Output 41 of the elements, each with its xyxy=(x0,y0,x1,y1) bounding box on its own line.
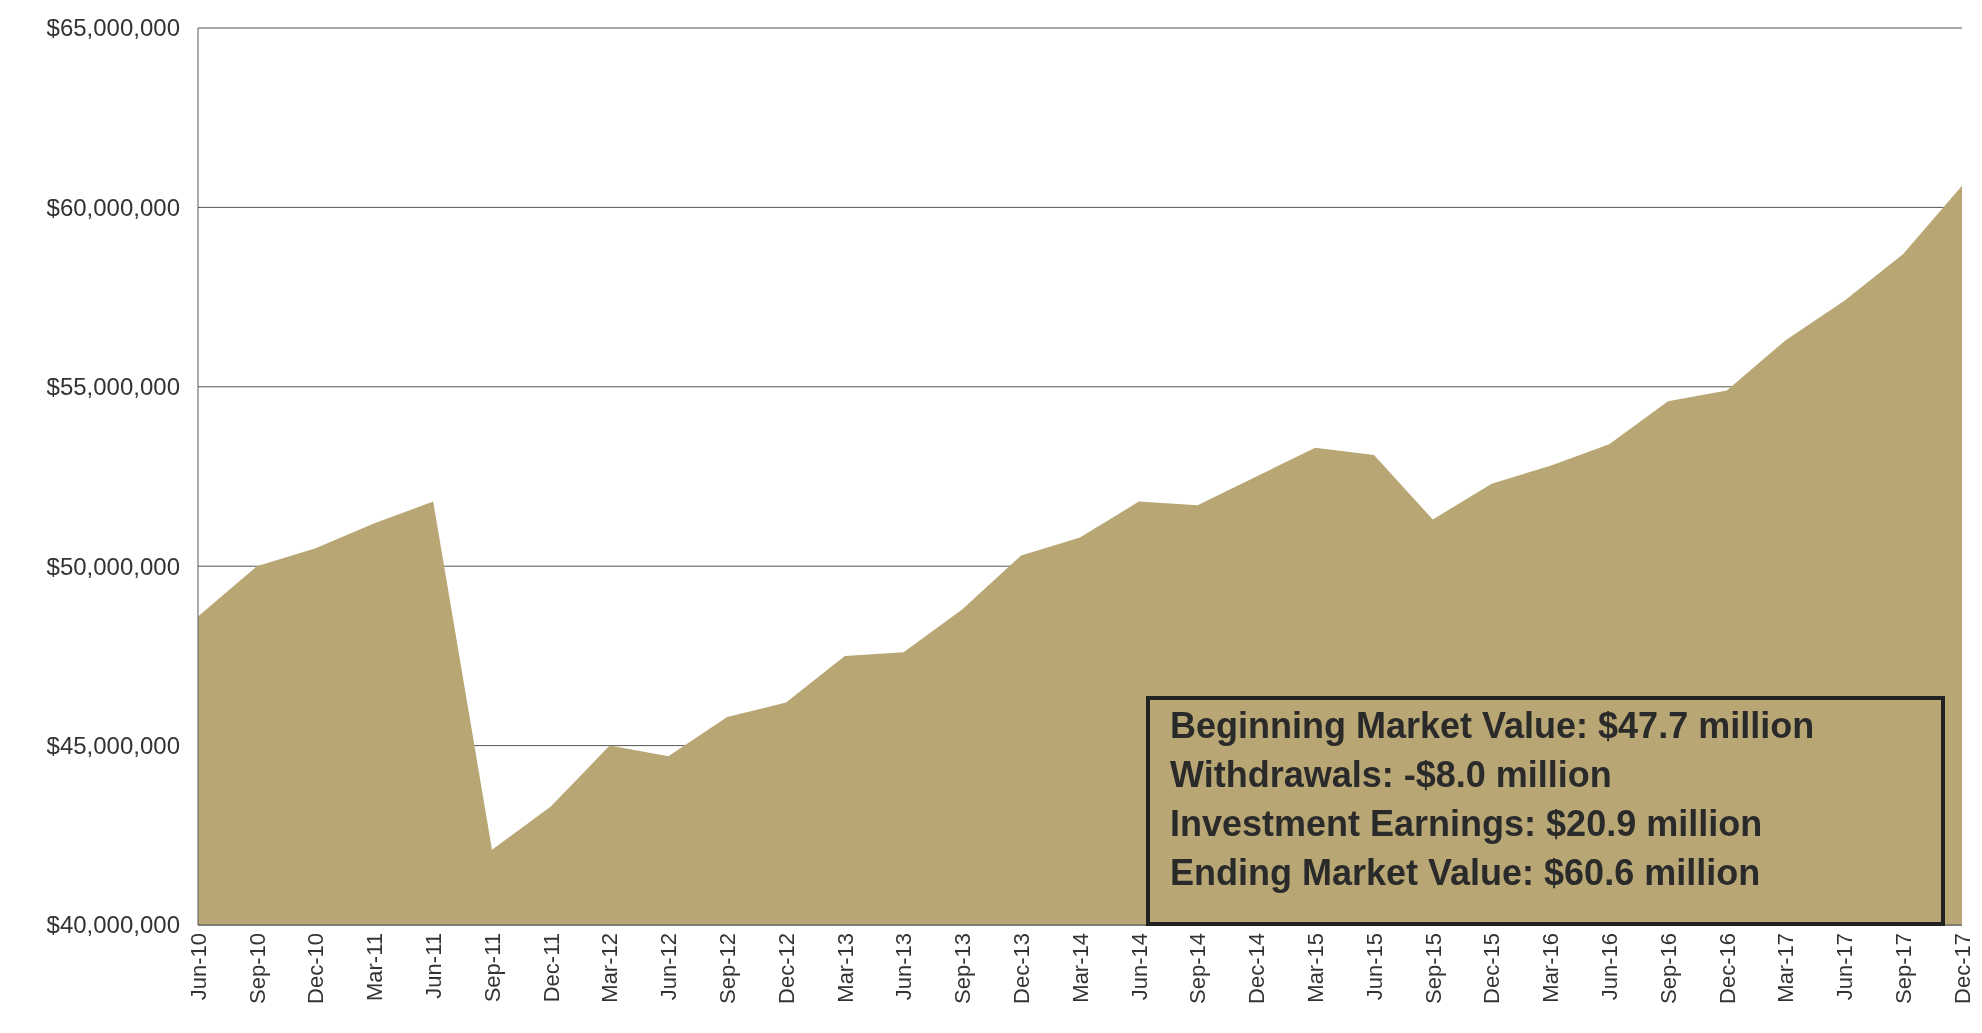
y-tick-label: $55,000,000 xyxy=(46,373,180,401)
x-tick-label: Sep-17 xyxy=(1890,933,1916,1004)
y-tick-label: $65,000,000 xyxy=(46,14,180,42)
x-tick-label: Sep-11 xyxy=(479,933,505,1003)
x-tick-label: Jun-16 xyxy=(1596,933,1622,1001)
x-tick-label: Sep-12 xyxy=(714,933,740,1004)
x-tick-label: Sep-15 xyxy=(1420,933,1446,1004)
x-tick-label: Mar-17 xyxy=(1773,933,1799,1003)
x-tick-label: Sep-14 xyxy=(1185,933,1211,1004)
x-tick-label: Jun-10 xyxy=(185,933,211,1001)
x-tick-label: Jun-17 xyxy=(1832,933,1858,1001)
x-tick-label: Jun-15 xyxy=(1361,933,1387,1001)
x-tick-label: Jun-11 xyxy=(420,933,446,999)
y-tick-label: $40,000,000 xyxy=(46,911,180,939)
x-tick-label: Mar-13 xyxy=(832,933,858,1003)
x-tick-label: Sep-13 xyxy=(950,933,976,1004)
x-tick-label: Dec-15 xyxy=(1479,933,1505,1004)
annotation: Ending Market Value: $60.6 million xyxy=(1170,852,1761,893)
x-tick-label: Sep-10 xyxy=(244,933,270,1004)
x-tick-label: Mar-16 xyxy=(1538,933,1564,1003)
x-tick-label: Mar-15 xyxy=(1302,933,1328,1003)
x-tick-label: Jun-14 xyxy=(1126,933,1152,1001)
x-tick-label: Dec-11 xyxy=(538,933,564,1003)
annotation: Withdrawals: -$8.0 million xyxy=(1170,754,1612,795)
annotation: Beginning Market Value: $47.7 million xyxy=(1170,705,1815,746)
x-tick-label: Dec-12 xyxy=(773,933,799,1004)
x-tick-label: Dec-14 xyxy=(1244,933,1270,1004)
x-tick-label: Mar-14 xyxy=(1067,933,1093,1003)
y-tick-label: $45,000,000 xyxy=(46,732,180,759)
x-tick-label: Mar-11 xyxy=(362,933,388,1002)
x-tick-label: Dec-16 xyxy=(1714,933,1740,1004)
x-tick-label: Mar-12 xyxy=(597,933,623,1003)
x-tick-label: Jun-13 xyxy=(891,933,917,1001)
x-tick-label: Dec-10 xyxy=(303,933,329,1004)
y-tick-label: $50,000,000 xyxy=(46,552,180,580)
y-tick-label: $60,000,000 xyxy=(46,193,180,221)
annotation: Investment Earnings: $20.9 million xyxy=(1170,803,1763,844)
x-tick-label: Dec-13 xyxy=(1008,933,1034,1004)
x-tick-label: Sep-16 xyxy=(1655,933,1681,1004)
x-tick-label: Jun-12 xyxy=(656,933,682,1001)
x-tick-label: Dec-17 xyxy=(1949,933,1975,1004)
